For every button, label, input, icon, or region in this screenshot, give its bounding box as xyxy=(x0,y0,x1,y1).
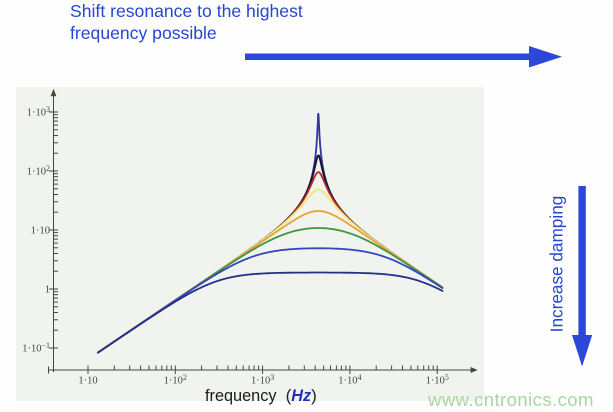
svg-text:1·10: 1·10 xyxy=(78,376,97,387)
svg-text:1·102: 1·102 xyxy=(164,373,187,387)
svg-text:1·103: 1·103 xyxy=(251,373,274,387)
svg-text:1·104: 1·104 xyxy=(338,373,361,387)
svg-text:1·105: 1·105 xyxy=(426,373,449,387)
svg-text:1·102: 1·102 xyxy=(27,164,50,178)
svg-text:1: 1 xyxy=(45,285,50,296)
svg-text:1·103: 1·103 xyxy=(27,105,50,119)
svg-text:1·10: 1·10 xyxy=(31,226,50,237)
svg-text:1·10−1: 1·10−1 xyxy=(22,341,50,355)
